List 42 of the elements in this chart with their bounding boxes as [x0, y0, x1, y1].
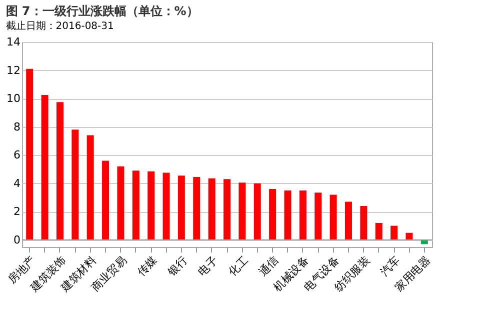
bar [132, 170, 140, 240]
y-tick-label: 10 [6, 92, 20, 106]
bar [224, 179, 230, 240]
bar [314, 192, 322, 240]
bar [375, 222, 382, 240]
bar [360, 206, 368, 240]
bar [330, 194, 337, 240]
bar [102, 160, 110, 240]
bar [178, 176, 185, 240]
bar [269, 189, 276, 240]
bar [162, 172, 170, 240]
y-tick-label: 2 [14, 205, 20, 218]
bar [86, 135, 94, 240]
bar [193, 177, 200, 240]
y-tick-label: 12 [6, 64, 20, 77]
bar [299, 190, 306, 240]
bar [344, 202, 352, 240]
bar [406, 232, 413, 240]
bar [56, 102, 64, 240]
bar [238, 182, 246, 240]
x-tick-label: 传媒 [134, 254, 160, 279]
x-tick-label: 电子 [196, 254, 220, 279]
y-tick-label: 6 [14, 148, 20, 162]
bar [208, 178, 216, 240]
y-tick-label: 0 [14, 233, 20, 246]
text: 截止日期：2016-08-31 [6, 20, 114, 32]
y-tick-label: 4 [14, 176, 20, 190]
chart-title: 图 7：一级行业涨跌幅（单位：%） [6, 4, 198, 18]
bar [284, 190, 292, 240]
x-tick-label: 化工 [226, 254, 251, 279]
bar [390, 226, 398, 240]
x-tick-label: 银行 [164, 254, 190, 280]
bar [117, 166, 124, 240]
bar [254, 183, 261, 240]
x-tick-label: 通信 [256, 254, 282, 279]
x-tick-label: 汽车 [378, 254, 403, 279]
bar [41, 95, 48, 240]
bar [26, 68, 34, 240]
y-tick-label: 8 [14, 120, 20, 134]
y-tick-label: 14 [6, 36, 20, 48]
bar [72, 130, 79, 240]
bar [148, 171, 155, 240]
